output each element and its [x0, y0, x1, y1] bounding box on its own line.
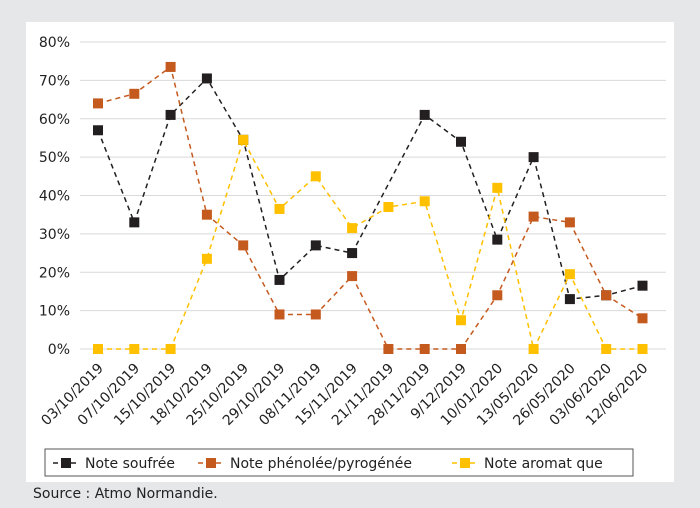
data-point-marker: [456, 315, 466, 326]
series-line: [97, 77, 643, 300]
data-point-marker: [637, 280, 648, 291]
data-point-marker: [129, 88, 140, 99]
data-point-marker: [528, 211, 539, 222]
data-point-marker: [238, 134, 249, 145]
line-chart: 0% 10% 20% 30% 40% 50% 60% 70% 80% 03/10/201907/…: [38, 35, 666, 477]
data-point-marker: [347, 248, 358, 259]
series-2: [93, 61, 648, 354]
data-point-marker: [129, 217, 140, 228]
chart-card: 0% 10% 20% 30% 40% 50% 60% 70% 80% 03/10/2019 07/…: [26, 22, 674, 482]
data-point-marker: [564, 217, 575, 228]
y-tick-label: 20%: [39, 265, 70, 281]
y-tick-label: 50%: [39, 150, 70, 166]
data-point-marker: [238, 240, 249, 251]
legend-label: Note phénolée/pyrogénée: [230, 456, 412, 472]
y-tick-label: 60%: [39, 112, 70, 128]
data-point-marker: [347, 271, 358, 282]
data-point-marker: [165, 61, 176, 72]
data-point-marker: [383, 344, 394, 354]
legend-label: Note aromat que: [484, 456, 603, 472]
data-point-marker: [419, 344, 430, 354]
legend-marker: [460, 458, 470, 468]
data-point-marker: [528, 152, 539, 163]
series-3: [93, 134, 648, 354]
data-point-marker: [93, 125, 103, 136]
data-point-marker: [456, 344, 466, 354]
legend-marker: [206, 458, 216, 468]
y-axis-tick-labels: 0% 10% 20% 30% 40% 50% 60% 70% 80%: [39, 35, 70, 358]
data-point-marker: [637, 344, 648, 354]
data-point-marker: [492, 182, 503, 193]
data-point-marker: [165, 109, 176, 120]
data-point-marker: [201, 73, 212, 84]
legend-box: [44, 448, 634, 477]
legend-marker: [61, 458, 71, 468]
data-point-marker: [601, 344, 612, 354]
series-lines: [93, 61, 648, 354]
data-point-marker: [274, 274, 285, 285]
data-point-marker: [310, 309, 321, 320]
data-point-marker: [456, 136, 466, 147]
data-point-marker: [93, 344, 103, 354]
data-point-marker: [492, 290, 503, 301]
source-note: Source : Atmo Normandie.: [33, 486, 218, 502]
legend-label: Note soufrée: [85, 456, 175, 472]
data-point-marker: [93, 98, 103, 109]
data-point-marker: [347, 223, 358, 234]
data-point-marker: [492, 234, 503, 245]
data-point-marker: [637, 313, 648, 324]
data-point-marker: [419, 196, 430, 207]
data-point-marker: [528, 344, 539, 354]
data-point-marker: [274, 309, 285, 320]
data-point-marker: [601, 290, 612, 301]
y-tick-label: 70%: [39, 73, 70, 89]
data-point-marker: [129, 344, 140, 354]
data-point-marker: [383, 202, 394, 213]
data-point-marker: [310, 171, 321, 182]
data-point-marker: [310, 240, 321, 251]
y-tick-label: 30%: [39, 227, 70, 243]
y-tick-label: 80%: [39, 35, 70, 51]
data-point-marker: [419, 109, 430, 120]
data-point-marker: [564, 294, 575, 305]
data-point-marker: [564, 269, 575, 280]
data-point-marker: [165, 344, 176, 354]
series-line: [97, 65, 643, 350]
y-tick-label: 40%: [39, 189, 70, 205]
y-tick-label: 10%: [39, 304, 70, 320]
data-point-marker: [274, 203, 285, 214]
series-1: [93, 73, 648, 305]
data-point-marker: [201, 209, 212, 220]
data-point-marker: [201, 253, 212, 264]
x-axis-tick-labels: 03/10/201907/10/201915/10/201918/10/2019…: [38, 361, 651, 429]
grid-lines: [80, 41, 666, 350]
series-line: [98, 137, 643, 352]
legend: Note soufrée Note phénolée/pyrogénée Note …: [44, 448, 634, 477]
y-tick-label: 0%: [48, 342, 70, 358]
